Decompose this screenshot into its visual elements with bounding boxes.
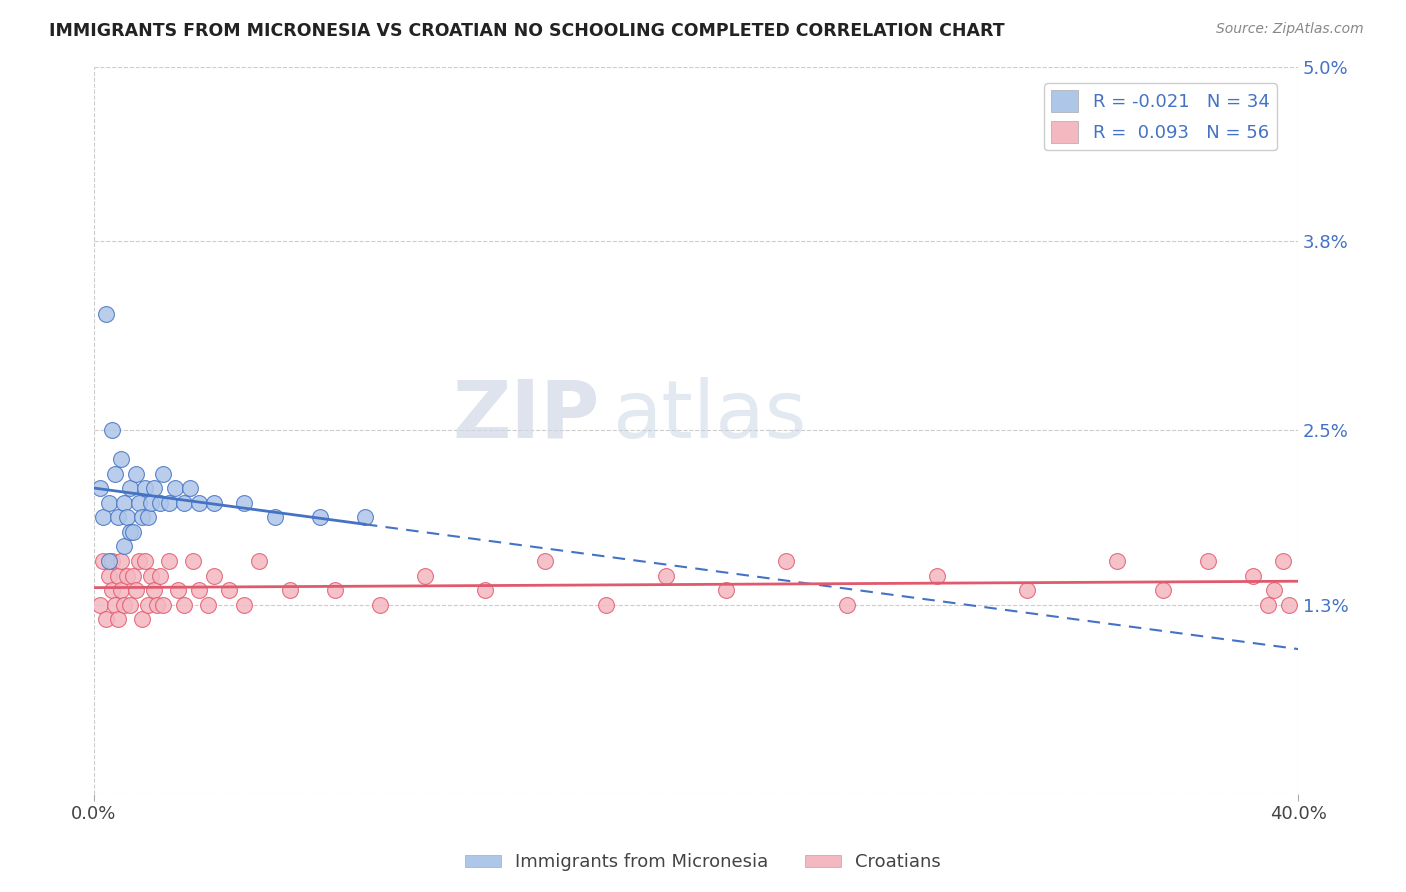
Point bbox=[110, 452, 132, 467]
Point bbox=[143, 481, 166, 495]
Point bbox=[91, 554, 114, 568]
Point bbox=[173, 496, 195, 510]
Legend: Immigrants from Micronesia, Croatians: Immigrants from Micronesia, Croatians bbox=[458, 847, 948, 879]
Point bbox=[94, 612, 117, 626]
Point bbox=[1241, 568, 1264, 582]
Point bbox=[714, 583, 737, 598]
Point bbox=[173, 598, 195, 612]
Point bbox=[233, 598, 256, 612]
Point bbox=[1017, 583, 1039, 598]
Point bbox=[188, 583, 211, 598]
Point bbox=[107, 612, 129, 626]
Point bbox=[98, 568, 121, 582]
Point bbox=[308, 510, 330, 524]
Point bbox=[136, 598, 159, 612]
Point bbox=[89, 481, 111, 495]
Point bbox=[167, 583, 190, 598]
Legend: R = -0.021   N = 34, R =  0.093   N = 56: R = -0.021 N = 34, R = 0.093 N = 56 bbox=[1045, 83, 1277, 151]
Point bbox=[110, 554, 132, 568]
Point bbox=[134, 554, 156, 568]
Point bbox=[354, 510, 377, 524]
Point bbox=[202, 568, 225, 582]
Point bbox=[202, 496, 225, 510]
Point bbox=[125, 583, 148, 598]
Text: IMMIGRANTS FROM MICRONESIA VS CROATIAN NO SCHOOLING COMPLETED CORRELATION CHART: IMMIGRANTS FROM MICRONESIA VS CROATIAN N… bbox=[49, 22, 1005, 40]
Point bbox=[112, 598, 135, 612]
Point bbox=[278, 583, 301, 598]
Point bbox=[595, 598, 617, 612]
Point bbox=[112, 540, 135, 554]
Point bbox=[101, 423, 124, 437]
Point bbox=[233, 496, 256, 510]
Point bbox=[835, 598, 858, 612]
Point bbox=[139, 568, 162, 582]
Point bbox=[143, 583, 166, 598]
Point bbox=[149, 496, 172, 510]
Point bbox=[655, 568, 678, 582]
Point bbox=[157, 496, 180, 510]
Point bbox=[125, 467, 148, 481]
Point bbox=[368, 598, 391, 612]
Point bbox=[128, 554, 150, 568]
Point bbox=[91, 510, 114, 524]
Point bbox=[1278, 598, 1301, 612]
Point bbox=[104, 598, 127, 612]
Point bbox=[118, 481, 141, 495]
Point bbox=[218, 583, 240, 598]
Point bbox=[534, 554, 557, 568]
Text: Source: ZipAtlas.com: Source: ZipAtlas.com bbox=[1216, 22, 1364, 37]
Point bbox=[101, 583, 124, 598]
Text: atlas: atlas bbox=[612, 376, 806, 455]
Point bbox=[1197, 554, 1219, 568]
Point bbox=[152, 598, 174, 612]
Point bbox=[925, 568, 948, 582]
Point bbox=[98, 496, 121, 510]
Point bbox=[107, 568, 129, 582]
Point bbox=[136, 510, 159, 524]
Point bbox=[115, 568, 138, 582]
Point bbox=[107, 510, 129, 524]
Point bbox=[323, 583, 346, 598]
Point bbox=[122, 568, 145, 582]
Point bbox=[94, 307, 117, 321]
Point bbox=[197, 598, 219, 612]
Point bbox=[115, 510, 138, 524]
Point bbox=[131, 612, 153, 626]
Point bbox=[139, 496, 162, 510]
Point bbox=[122, 524, 145, 539]
Point bbox=[1272, 554, 1295, 568]
Point bbox=[775, 554, 797, 568]
Point bbox=[118, 524, 141, 539]
Point bbox=[110, 583, 132, 598]
Point bbox=[157, 554, 180, 568]
Point bbox=[131, 510, 153, 524]
Point bbox=[1257, 598, 1279, 612]
Point bbox=[149, 568, 172, 582]
Point bbox=[101, 554, 124, 568]
Point bbox=[112, 496, 135, 510]
Point bbox=[128, 496, 150, 510]
Point bbox=[146, 598, 169, 612]
Point bbox=[474, 583, 496, 598]
Point bbox=[118, 598, 141, 612]
Point bbox=[152, 467, 174, 481]
Point bbox=[134, 481, 156, 495]
Point bbox=[413, 568, 436, 582]
Point bbox=[1107, 554, 1129, 568]
Point bbox=[98, 554, 121, 568]
Text: ZIP: ZIP bbox=[453, 376, 600, 455]
Point bbox=[89, 598, 111, 612]
Point bbox=[165, 481, 187, 495]
Point bbox=[179, 481, 201, 495]
Point bbox=[188, 496, 211, 510]
Point bbox=[181, 554, 204, 568]
Point bbox=[1152, 583, 1174, 598]
Point bbox=[249, 554, 271, 568]
Point bbox=[1263, 583, 1285, 598]
Point bbox=[104, 467, 127, 481]
Point bbox=[263, 510, 285, 524]
